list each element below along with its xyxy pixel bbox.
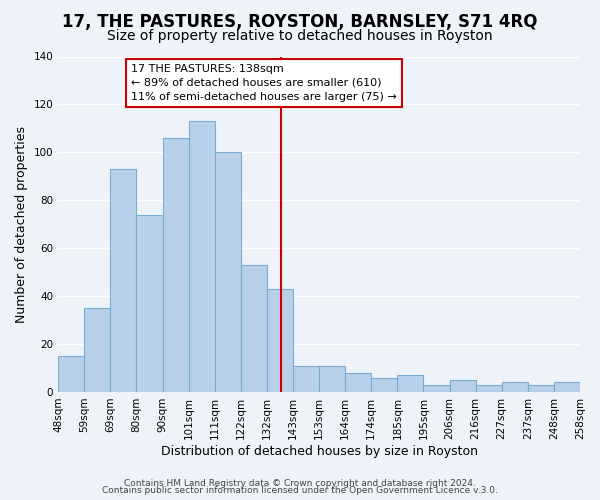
Text: 17, THE PASTURES, ROYSTON, BARNSLEY, S71 4RQ: 17, THE PASTURES, ROYSTON, BARNSLEY, S71… bbox=[62, 12, 538, 30]
Bar bbox=[136, 214, 163, 392]
Bar bbox=[371, 378, 397, 392]
Bar bbox=[58, 356, 84, 392]
Bar bbox=[528, 385, 554, 392]
Bar bbox=[345, 373, 371, 392]
Text: Contains HM Land Registry data © Crown copyright and database right 2024.: Contains HM Land Registry data © Crown c… bbox=[124, 478, 476, 488]
Bar bbox=[502, 382, 528, 392]
X-axis label: Distribution of detached houses by size in Royston: Distribution of detached houses by size … bbox=[161, 444, 478, 458]
Bar bbox=[188, 121, 215, 392]
Bar bbox=[319, 366, 345, 392]
Y-axis label: Number of detached properties: Number of detached properties bbox=[15, 126, 28, 322]
Bar bbox=[163, 138, 188, 392]
Bar bbox=[293, 366, 319, 392]
Bar bbox=[424, 385, 449, 392]
Text: 17 THE PASTURES: 138sqm
← 89% of detached houses are smaller (610)
11% of semi-d: 17 THE PASTURES: 138sqm ← 89% of detache… bbox=[131, 64, 397, 102]
Text: Contains public sector information licensed under the Open Government Licence v.: Contains public sector information licen… bbox=[102, 486, 498, 495]
Bar bbox=[241, 265, 267, 392]
Bar bbox=[397, 375, 424, 392]
Bar bbox=[476, 385, 502, 392]
Text: Size of property relative to detached houses in Royston: Size of property relative to detached ho… bbox=[107, 29, 493, 43]
Bar bbox=[554, 382, 580, 392]
Bar bbox=[267, 289, 293, 392]
Bar bbox=[110, 169, 136, 392]
Bar bbox=[215, 152, 241, 392]
Bar bbox=[449, 380, 476, 392]
Bar bbox=[84, 308, 110, 392]
